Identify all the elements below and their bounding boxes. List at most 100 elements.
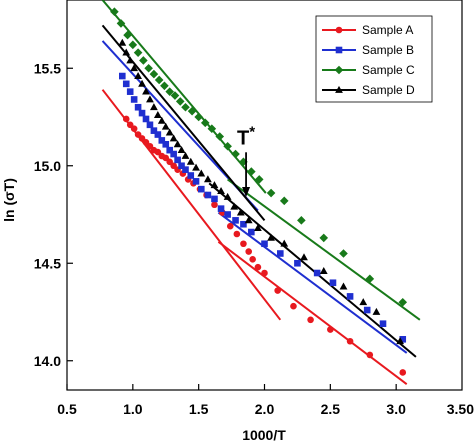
t-star-main: T [237, 127, 249, 149]
sample-d-point [280, 239, 289, 247]
sample-c-point [133, 48, 143, 57]
sample-d-point [319, 266, 328, 274]
sample-b-point [130, 96, 138, 103]
sample-a-point [211, 201, 218, 209]
sample-c-point [139, 56, 148, 65]
sample-d-point [396, 337, 405, 345]
sample-b-point [166, 146, 173, 154]
t-star-label: T* [237, 123, 255, 149]
sample-c-point [154, 75, 164, 85]
legend-marker-sample-d [335, 85, 343, 93]
sample-c-point [128, 40, 138, 50]
sample-c-point [319, 233, 329, 243]
sample-b-point [146, 121, 154, 129]
x-tick-label: 2.5 [321, 401, 341, 417]
sample-d-point [359, 298, 368, 306]
legend-label-sample-b: Sample B [362, 43, 414, 57]
sample-b-point [182, 166, 189, 173]
sample-a-point [240, 240, 247, 248]
sample-a-point [130, 125, 138, 132]
sample-b-point [174, 156, 181, 164]
sample-d-point [230, 202, 239, 210]
sample-c-point [175, 97, 185, 106]
sample-a-point [327, 326, 334, 333]
sample-d-point [134, 71, 142, 79]
sample-c-point [170, 91, 180, 100]
sample-b-point [211, 195, 218, 203]
x-tick-label: 1.0 [123, 401, 143, 417]
sample-b-point [363, 306, 371, 314]
sample-d-point [236, 208, 245, 216]
sample-d-point [254, 224, 262, 232]
sample-d-point [181, 151, 190, 159]
sample-c-point [144, 63, 153, 73]
x-tick-label: 2.0 [255, 401, 275, 417]
sample-c-point [149, 69, 159, 79]
sample-c-point [116, 19, 126, 28]
sample-d-point [197, 169, 206, 177]
sample-d-point [177, 146, 186, 154]
sample-c-point [398, 297, 408, 307]
y-tick-label: 14.5 [34, 255, 61, 271]
sample-c-point [223, 141, 232, 151]
sample-d-point [267, 233, 275, 241]
sample-d-point [210, 181, 219, 189]
data-points [110, 7, 408, 376]
sample-d-point [300, 253, 308, 261]
sample-c-point [247, 167, 256, 176]
legend-label-sample-d: Sample D [362, 83, 415, 97]
y-axis: 14.0 14.5 15.0 15.5 [34, 60, 73, 369]
sample-b-point [150, 127, 158, 134]
sample-b-point [329, 279, 337, 287]
sample-d-point [150, 103, 158, 111]
sample-c-point [297, 216, 306, 225]
sample-d-point [130, 64, 139, 72]
x-tick-label: 3.50 [447, 401, 474, 417]
sample-d-point [118, 38, 127, 46]
x-axis-title: 1000/T [242, 427, 286, 443]
sample-d-fit-line [208, 182, 417, 358]
sample-b-point [277, 250, 284, 257]
sample-b-point [224, 211, 231, 218]
y-tick-label: 15.0 [34, 158, 61, 174]
sample-c-point [231, 149, 240, 159]
sample-d-point [169, 134, 178, 142]
sample-c-point [239, 157, 248, 167]
sample-d-point [146, 95, 154, 103]
sample-a-point [249, 256, 256, 263]
sample-c-point [365, 274, 375, 284]
sample-d-point [372, 307, 381, 315]
sample-a-point [274, 287, 281, 294]
sample-b-point [379, 320, 387, 327]
sample-b-point [138, 109, 146, 117]
sample-a-point [233, 230, 241, 238]
sample-d-point [165, 128, 174, 136]
sample-a-point [399, 369, 407, 376]
t-star-annotation: T* [237, 123, 255, 197]
x-tick-label: 0.5 [57, 401, 77, 417]
legend-label-sample-a: Sample A [362, 23, 413, 37]
sample-d-point [203, 175, 212, 183]
sample-b-point [192, 178, 200, 185]
sample-b-point [198, 185, 205, 193]
sample-c-point [194, 112, 203, 122]
sample-d-point [122, 48, 131, 56]
sample-a-point [226, 222, 234, 230]
sample-d-point [223, 192, 232, 200]
x-tick-label: 1.5 [189, 401, 209, 417]
sample-b-point [142, 115, 150, 123]
legend-marker-sample-b [335, 46, 343, 54]
sample-d-point [138, 79, 146, 87]
sample-c-fit-line [101, 0, 267, 194]
sample-d-point [161, 122, 170, 130]
sample-d-point [153, 110, 162, 118]
sample-c-point [187, 106, 197, 116]
sample-a-point [290, 302, 297, 310]
sample-a-point [261, 269, 268, 277]
sample-b-point [162, 141, 170, 148]
sample-b-point [134, 103, 142, 111]
x-axis: 0.5 1.0 1.5 2.0 2.5 3.0 3.50 [57, 384, 474, 417]
sample-d-point [157, 116, 166, 124]
sample-b-point [122, 80, 130, 88]
